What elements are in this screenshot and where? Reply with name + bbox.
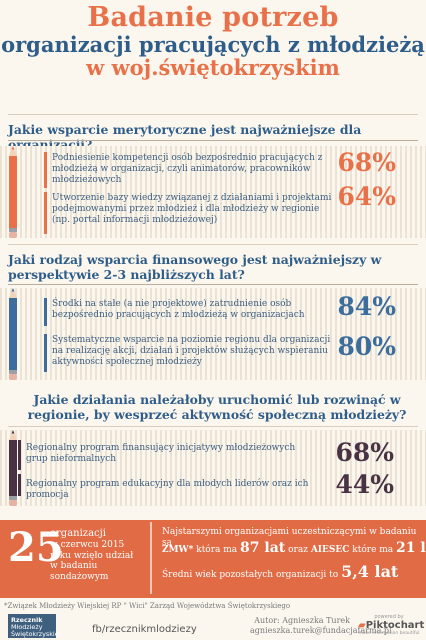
organizations-label: organizacji	[50, 528, 106, 539]
item-marker	[18, 474, 21, 496]
section-1-item-1-value: 68%	[337, 148, 396, 177]
piktochart-badge: powered by ▰Piktochart make information …	[358, 614, 424, 636]
facebook-link[interactable]: fb/rzecznikmlodziezy	[92, 624, 197, 635]
divider	[8, 140, 418, 141]
section-1-background	[0, 146, 426, 238]
oldest-orgs-line: ZMW* która ma 87 lat oraz AIESEC które m…	[162, 540, 426, 556]
pencil-icon	[9, 430, 17, 506]
section-3-item-2-text: Regionalny program edukacyjny dla młodyc…	[26, 479, 309, 500]
piktochart-tagline: make information beautiful	[358, 631, 420, 636]
item-marker	[44, 334, 47, 372]
zmw-age: 87 lat	[240, 540, 286, 556]
divider	[8, 426, 418, 427]
section-2-background	[0, 288, 426, 380]
section-3-background	[0, 430, 426, 506]
logo-line-1: Rzecznik	[11, 616, 43, 624]
divider	[8, 244, 418, 245]
average-age-intro: Średni wiek pozostałych organizacji to	[162, 570, 339, 580]
rzecznik-logo: Rzecznik Młodzieży Świętokrzyskiej	[8, 614, 61, 638]
organizations-detail: w czerwcu 2015 roku wzięło udział w bada…	[50, 540, 134, 582]
divider	[8, 284, 418, 285]
org-aiesec: AIESEC	[310, 545, 350, 555]
piktochart-name: Piktochart	[365, 620, 425, 631]
oldest-which-has: które ma	[352, 545, 394, 555]
stats-band	[0, 520, 426, 598]
section-3-item-2-value: 44%	[335, 470, 394, 499]
pencil-icon	[9, 288, 17, 380]
item-marker	[44, 192, 47, 234]
section-1-item-2-text: Utworzenie bazy wiedzy związanej z dział…	[52, 193, 332, 225]
aiesec-age: 21 lat.	[396, 540, 426, 556]
footnote: *Związek Młodzieży Wiejskiej RP " Wici" …	[4, 602, 291, 610]
logo-line-2: Młodzieży	[11, 623, 43, 631]
section-1-item-2-value: 64%	[337, 182, 396, 211]
item-marker	[44, 298, 47, 326]
logo-line-3: Świętokrzyskiej	[11, 630, 61, 638]
pencil-icon	[9, 146, 17, 238]
section-3-item-1-text: Regionalny program finansujący inicjatyw…	[26, 443, 296, 464]
author-block: Autor: Agnieszka Turek agnieszka.turek@f…	[250, 616, 392, 636]
piktochart-logo: ▰Piktochart	[358, 620, 424, 631]
oldest-and: oraz	[288, 545, 308, 555]
oldest-intro: Najstarszymi organizacjami uczestniczący…	[162, 527, 417, 548]
section-2-item-2-value: 80%	[337, 332, 396, 361]
section-2-item-1-text: Środki na stałe (a nie projektowe) zatru…	[52, 299, 305, 320]
section-1-item-1-text: Podniesienie kompetencji osób bezpośredn…	[52, 153, 323, 185]
section-3-item-1-value: 68%	[335, 438, 394, 467]
question-3: Jakie działania należałoby uruchomić lub…	[27, 392, 407, 422]
item-marker	[18, 440, 21, 470]
question-2: Jaki rodzaj wsparcia finansowego jest na…	[8, 252, 382, 282]
organizations-count: 25	[8, 524, 64, 571]
average-age-value: 5,4 lat	[341, 562, 399, 581]
average-age-line: Średni wiek pozostałych organizacji to 5…	[162, 562, 420, 581]
divider	[8, 114, 418, 115]
title-line-1: Badanie potrzeb	[87, 2, 339, 33]
item-marker	[44, 152, 47, 188]
title-line-2: organizacji pracujących z młodzieżą	[1, 32, 425, 57]
author-email[interactable]: agnieszka.turek@fundacjafarma.pl	[250, 626, 392, 635]
band-divider	[150, 522, 152, 594]
oldest-which-was: która ma	[196, 545, 238, 555]
org-zmw: ZMW*	[162, 545, 194, 555]
powered-by: powered by	[374, 614, 404, 620]
title-line-3: w woj.świętokrzyskim	[86, 55, 340, 80]
section-2-item-1-value: 84%	[337, 292, 396, 321]
author-name: Autor: Agnieszka Turek	[254, 616, 350, 625]
section-2-item-2-text: Systematyczne wsparcie na poziomie regio…	[52, 335, 331, 367]
piktochart-mark-icon: ▰	[358, 620, 366, 631]
